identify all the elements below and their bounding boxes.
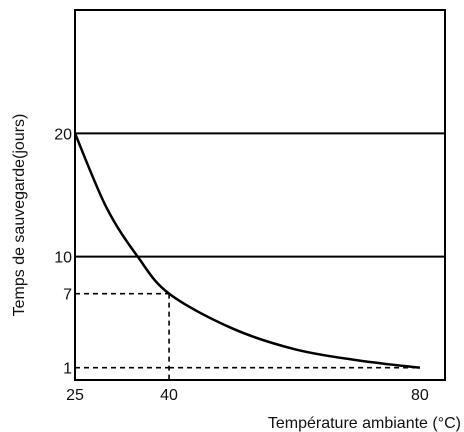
x-tick-label-40: 40 xyxy=(160,387,178,404)
x-tick-label-25: 25 xyxy=(66,387,84,404)
y-tick-label-1: 1 xyxy=(63,361,72,378)
y-tick-label-7: 7 xyxy=(63,287,72,304)
y-axis-label: Temps de sauvegarde(jours) xyxy=(11,114,28,317)
x-tick-label-80: 80 xyxy=(411,387,429,404)
x-axis-label: Température ambiante (°C) xyxy=(268,415,461,432)
plot-frame xyxy=(74,9,446,381)
series-curve xyxy=(73,132,421,369)
y-tick-label-10: 10 xyxy=(54,250,72,267)
y-tick-label-20: 20 xyxy=(54,126,72,143)
